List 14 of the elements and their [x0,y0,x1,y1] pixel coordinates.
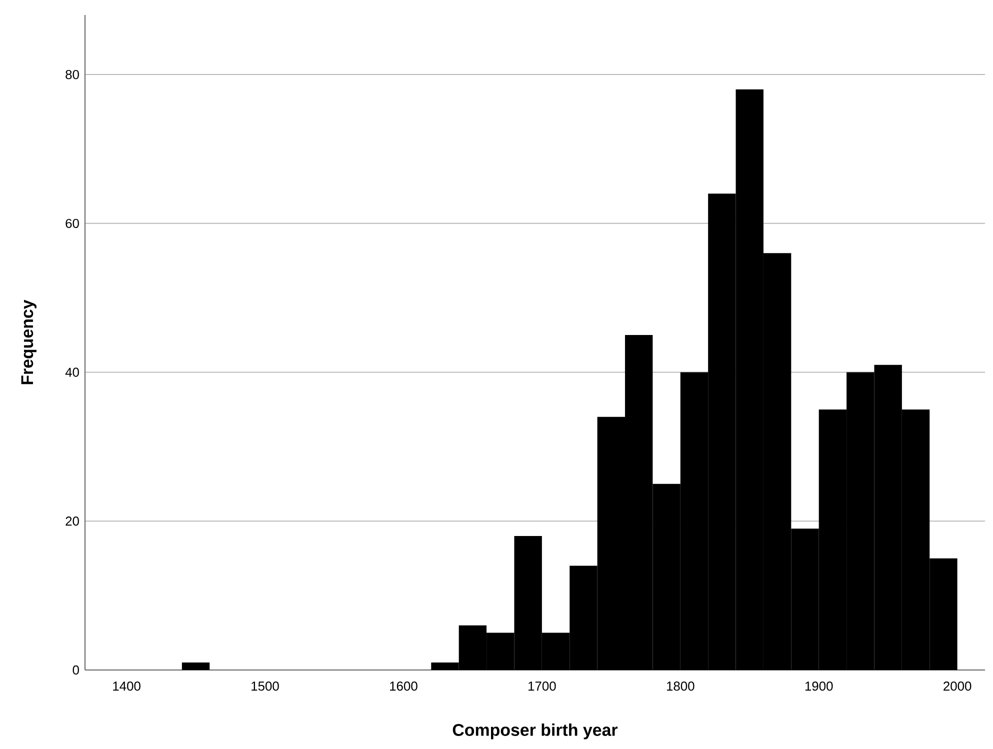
y-axis-title: Frequency [21,300,36,384]
x-tick-label: 1400 [113,682,140,691]
x-tick-label: 2000 [944,682,972,691]
y-tick-label: 40 [65,368,79,377]
x-tick-label: 1700 [528,682,556,691]
x-tick-label: 1600 [390,682,418,691]
x-tick-label: 1800 [666,682,694,691]
x-tick-label: 1900 [805,682,833,691]
y-tick-label: 80 [66,70,79,80]
y-tick-label: 0 [72,665,79,675]
y-tick-label: 20 [66,516,79,526]
x-axis-title: Composer birth year [452,724,618,740]
y-tick-label: 60 [66,218,79,228]
x-tick-label: 1500 [252,682,279,691]
